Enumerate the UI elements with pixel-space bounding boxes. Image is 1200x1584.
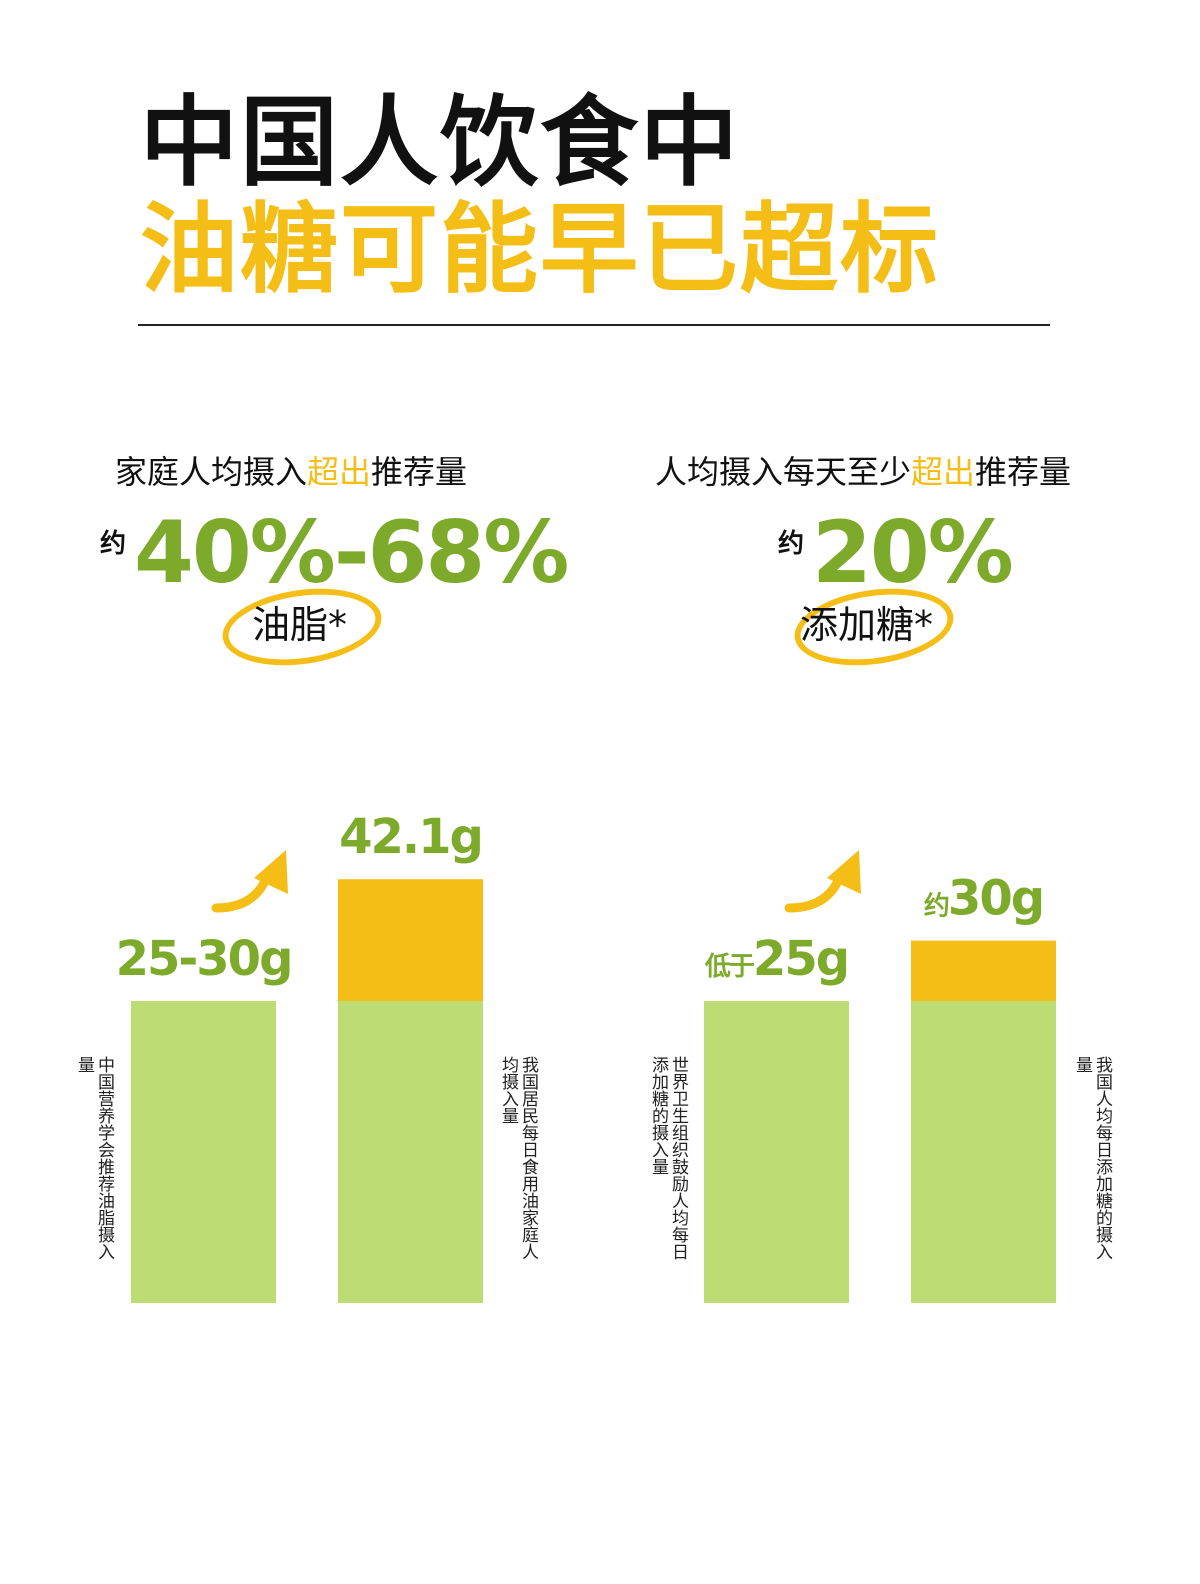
bar-category-label: 中国营养学会推荐油脂摄入量 [74, 1056, 114, 1260]
bar-value-label: 约30g [924, 871, 1043, 927]
stat-heading-right: 人均摄入每天至少超出推荐量 [655, 450, 1071, 494]
stat-heading-right-highlight: 超出 [911, 453, 976, 491]
bar-value-number: 30g [948, 871, 1043, 927]
bar-excess-portion [338, 879, 483, 1001]
stat-heading-left: 家庭人均摄入超出推荐量 [115, 450, 467, 494]
bar-recommended-portion [338, 1001, 483, 1303]
title-divider [138, 324, 1050, 326]
bar-value-number: 25g [753, 931, 848, 987]
bar-value-label: 低于25g [704, 931, 848, 987]
stat-value-left: 40%-68% [134, 503, 569, 603]
stat-heading-left-tail: 推荐量 [371, 453, 468, 491]
title-line-2: 油糖可能早已超标 [140, 193, 941, 307]
stat-heading-left-highlight: 超出 [307, 453, 372, 491]
stat-subject-left: 油脂* [252, 603, 348, 647]
bar-value-label: 42.1g [339, 809, 482, 865]
bar-value-prefix: 约 [924, 891, 949, 922]
bar-category-label: 我国人均每日添加糖的摄入量 [1072, 1056, 1112, 1260]
bar-excess-portion [911, 940, 1056, 1001]
increase-arrow-head [254, 850, 288, 894]
bar-category-label: 我国居民每日食用油家庭人均摄入量 [498, 1056, 538, 1260]
stat-value-right: 20% [812, 503, 1014, 603]
stat-approx-left: 约 [100, 529, 127, 559]
increase-arrow-head [827, 850, 861, 894]
stat-heading-left-text: 家庭人均摄入 [115, 453, 308, 491]
bar-value-label: 25-30g [116, 931, 292, 987]
bar-recommended-portion [911, 1001, 1056, 1303]
stat-heading-right-text: 人均摄入每天至少 [655, 453, 912, 491]
stat-approx-right: 约 [778, 529, 805, 559]
bar-category-label: 世界卫生组织鼓励人均每日添加糖的摄入量 [648, 1056, 688, 1260]
stat-heading-right-tail: 推荐量 [975, 453, 1072, 491]
title-line-1: 中国人饮食中 [140, 86, 741, 200]
bar-recommended-portion [131, 1001, 276, 1303]
stat-subject-right: 添加糖* [800, 603, 934, 647]
bar-value-prefix: 低于 [704, 952, 755, 982]
bar-recommended-portion [704, 1001, 849, 1303]
